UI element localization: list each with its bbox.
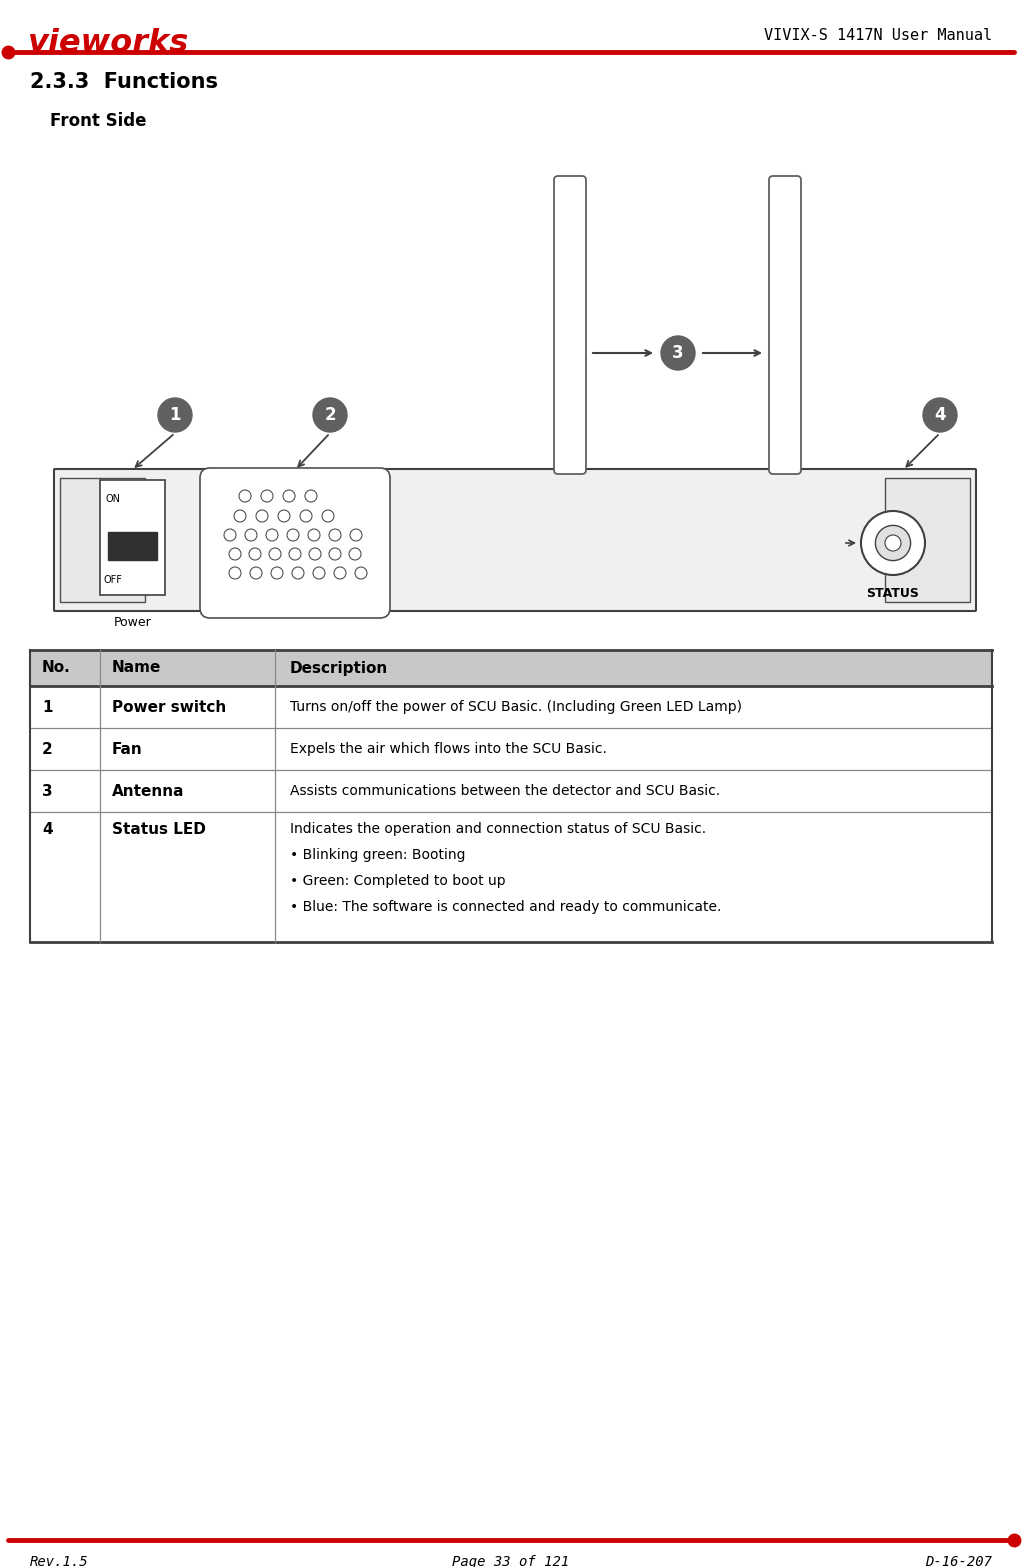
Bar	[30, 729, 992, 769]
Circle shape	[876, 525, 911, 561]
Circle shape	[266, 530, 278, 541]
Bar	[60, 478, 145, 602]
Circle shape	[229, 567, 241, 578]
Text: 1: 1	[42, 699, 52, 715]
Bar	[108, 533, 157, 559]
Text: ON: ON	[106, 494, 121, 505]
Text: 4: 4	[42, 823, 52, 837]
Text: OFF: OFF	[104, 575, 123, 584]
Text: Front Side: Front Side	[50, 111, 146, 130]
Text: • Blue: The software is connected and ready to communicate.: • Blue: The software is connected and re…	[290, 899, 722, 914]
Circle shape	[249, 548, 261, 559]
Text: • Blinking green: Booting: • Blinking green: Booting	[290, 848, 465, 862]
Circle shape	[283, 490, 295, 501]
Text: 3: 3	[42, 784, 52, 799]
Text: Rev.1.5: Rev.1.5	[30, 1554, 89, 1567]
Text: D-16-207: D-16-207	[925, 1554, 992, 1567]
Circle shape	[289, 548, 301, 559]
Text: Antenna: Antenna	[112, 784, 185, 799]
Circle shape	[355, 567, 367, 578]
Circle shape	[313, 398, 347, 432]
Text: Assists communications between the detector and SCU Basic.: Assists communications between the detec…	[290, 784, 721, 798]
FancyBboxPatch shape	[554, 176, 586, 473]
Circle shape	[305, 490, 317, 501]
Circle shape	[308, 530, 320, 541]
FancyBboxPatch shape	[54, 469, 976, 611]
Circle shape	[322, 509, 334, 522]
Circle shape	[269, 548, 281, 559]
Text: STATUS: STATUS	[867, 588, 920, 600]
Text: VIVIX-S 1417N User Manual: VIVIX-S 1417N User Manual	[763, 28, 992, 42]
Text: 2: 2	[324, 406, 336, 425]
Circle shape	[329, 548, 341, 559]
Circle shape	[861, 511, 925, 575]
Text: Name: Name	[112, 661, 161, 675]
Circle shape	[229, 548, 241, 559]
Circle shape	[923, 398, 957, 432]
Circle shape	[158, 398, 192, 432]
Text: • Green: Completed to boot up: • Green: Completed to boot up	[290, 874, 506, 888]
Text: vieworks: vieworks	[28, 28, 189, 60]
Text: 1: 1	[170, 406, 181, 425]
Circle shape	[661, 335, 695, 370]
Text: No.: No.	[42, 661, 71, 675]
Text: 2.3.3  Functions: 2.3.3 Functions	[30, 72, 218, 92]
Circle shape	[309, 548, 321, 559]
Text: 4: 4	[934, 406, 945, 425]
Text: Fan: Fan	[112, 741, 143, 757]
FancyBboxPatch shape	[769, 176, 801, 473]
Circle shape	[234, 509, 246, 522]
Bar	[100, 480, 165, 595]
Circle shape	[278, 509, 290, 522]
Text: Description: Description	[290, 661, 388, 675]
Circle shape	[271, 567, 283, 578]
Text: Power: Power	[113, 616, 151, 628]
Circle shape	[292, 567, 304, 578]
Text: Expels the air which flows into the SCU Basic.: Expels the air which flows into the SCU …	[290, 743, 607, 755]
Circle shape	[300, 509, 312, 522]
Bar	[30, 769, 992, 812]
Text: Page 33 of 121: Page 33 of 121	[453, 1554, 569, 1567]
Circle shape	[287, 530, 299, 541]
Text: 3: 3	[672, 345, 684, 362]
Bar	[30, 650, 992, 686]
Text: Status LED: Status LED	[112, 823, 205, 837]
Circle shape	[224, 530, 236, 541]
Circle shape	[256, 509, 268, 522]
Circle shape	[329, 530, 341, 541]
Text: Indicates the operation and connection status of SCU Basic.: Indicates the operation and connection s…	[290, 823, 706, 837]
Bar	[885, 478, 970, 602]
Circle shape	[885, 534, 901, 552]
FancyBboxPatch shape	[200, 469, 390, 617]
Circle shape	[250, 567, 262, 578]
Circle shape	[239, 490, 251, 501]
Circle shape	[349, 548, 361, 559]
Bar	[30, 686, 992, 729]
Text: Turns on/off the power of SCU Basic. (Including Green LED Lamp): Turns on/off the power of SCU Basic. (In…	[290, 700, 742, 715]
Text: 2: 2	[42, 741, 53, 757]
Circle shape	[334, 567, 346, 578]
Circle shape	[350, 530, 362, 541]
Text: Power switch: Power switch	[112, 699, 226, 715]
Circle shape	[313, 567, 325, 578]
Bar	[30, 812, 992, 942]
Circle shape	[245, 530, 257, 541]
Circle shape	[261, 490, 273, 501]
